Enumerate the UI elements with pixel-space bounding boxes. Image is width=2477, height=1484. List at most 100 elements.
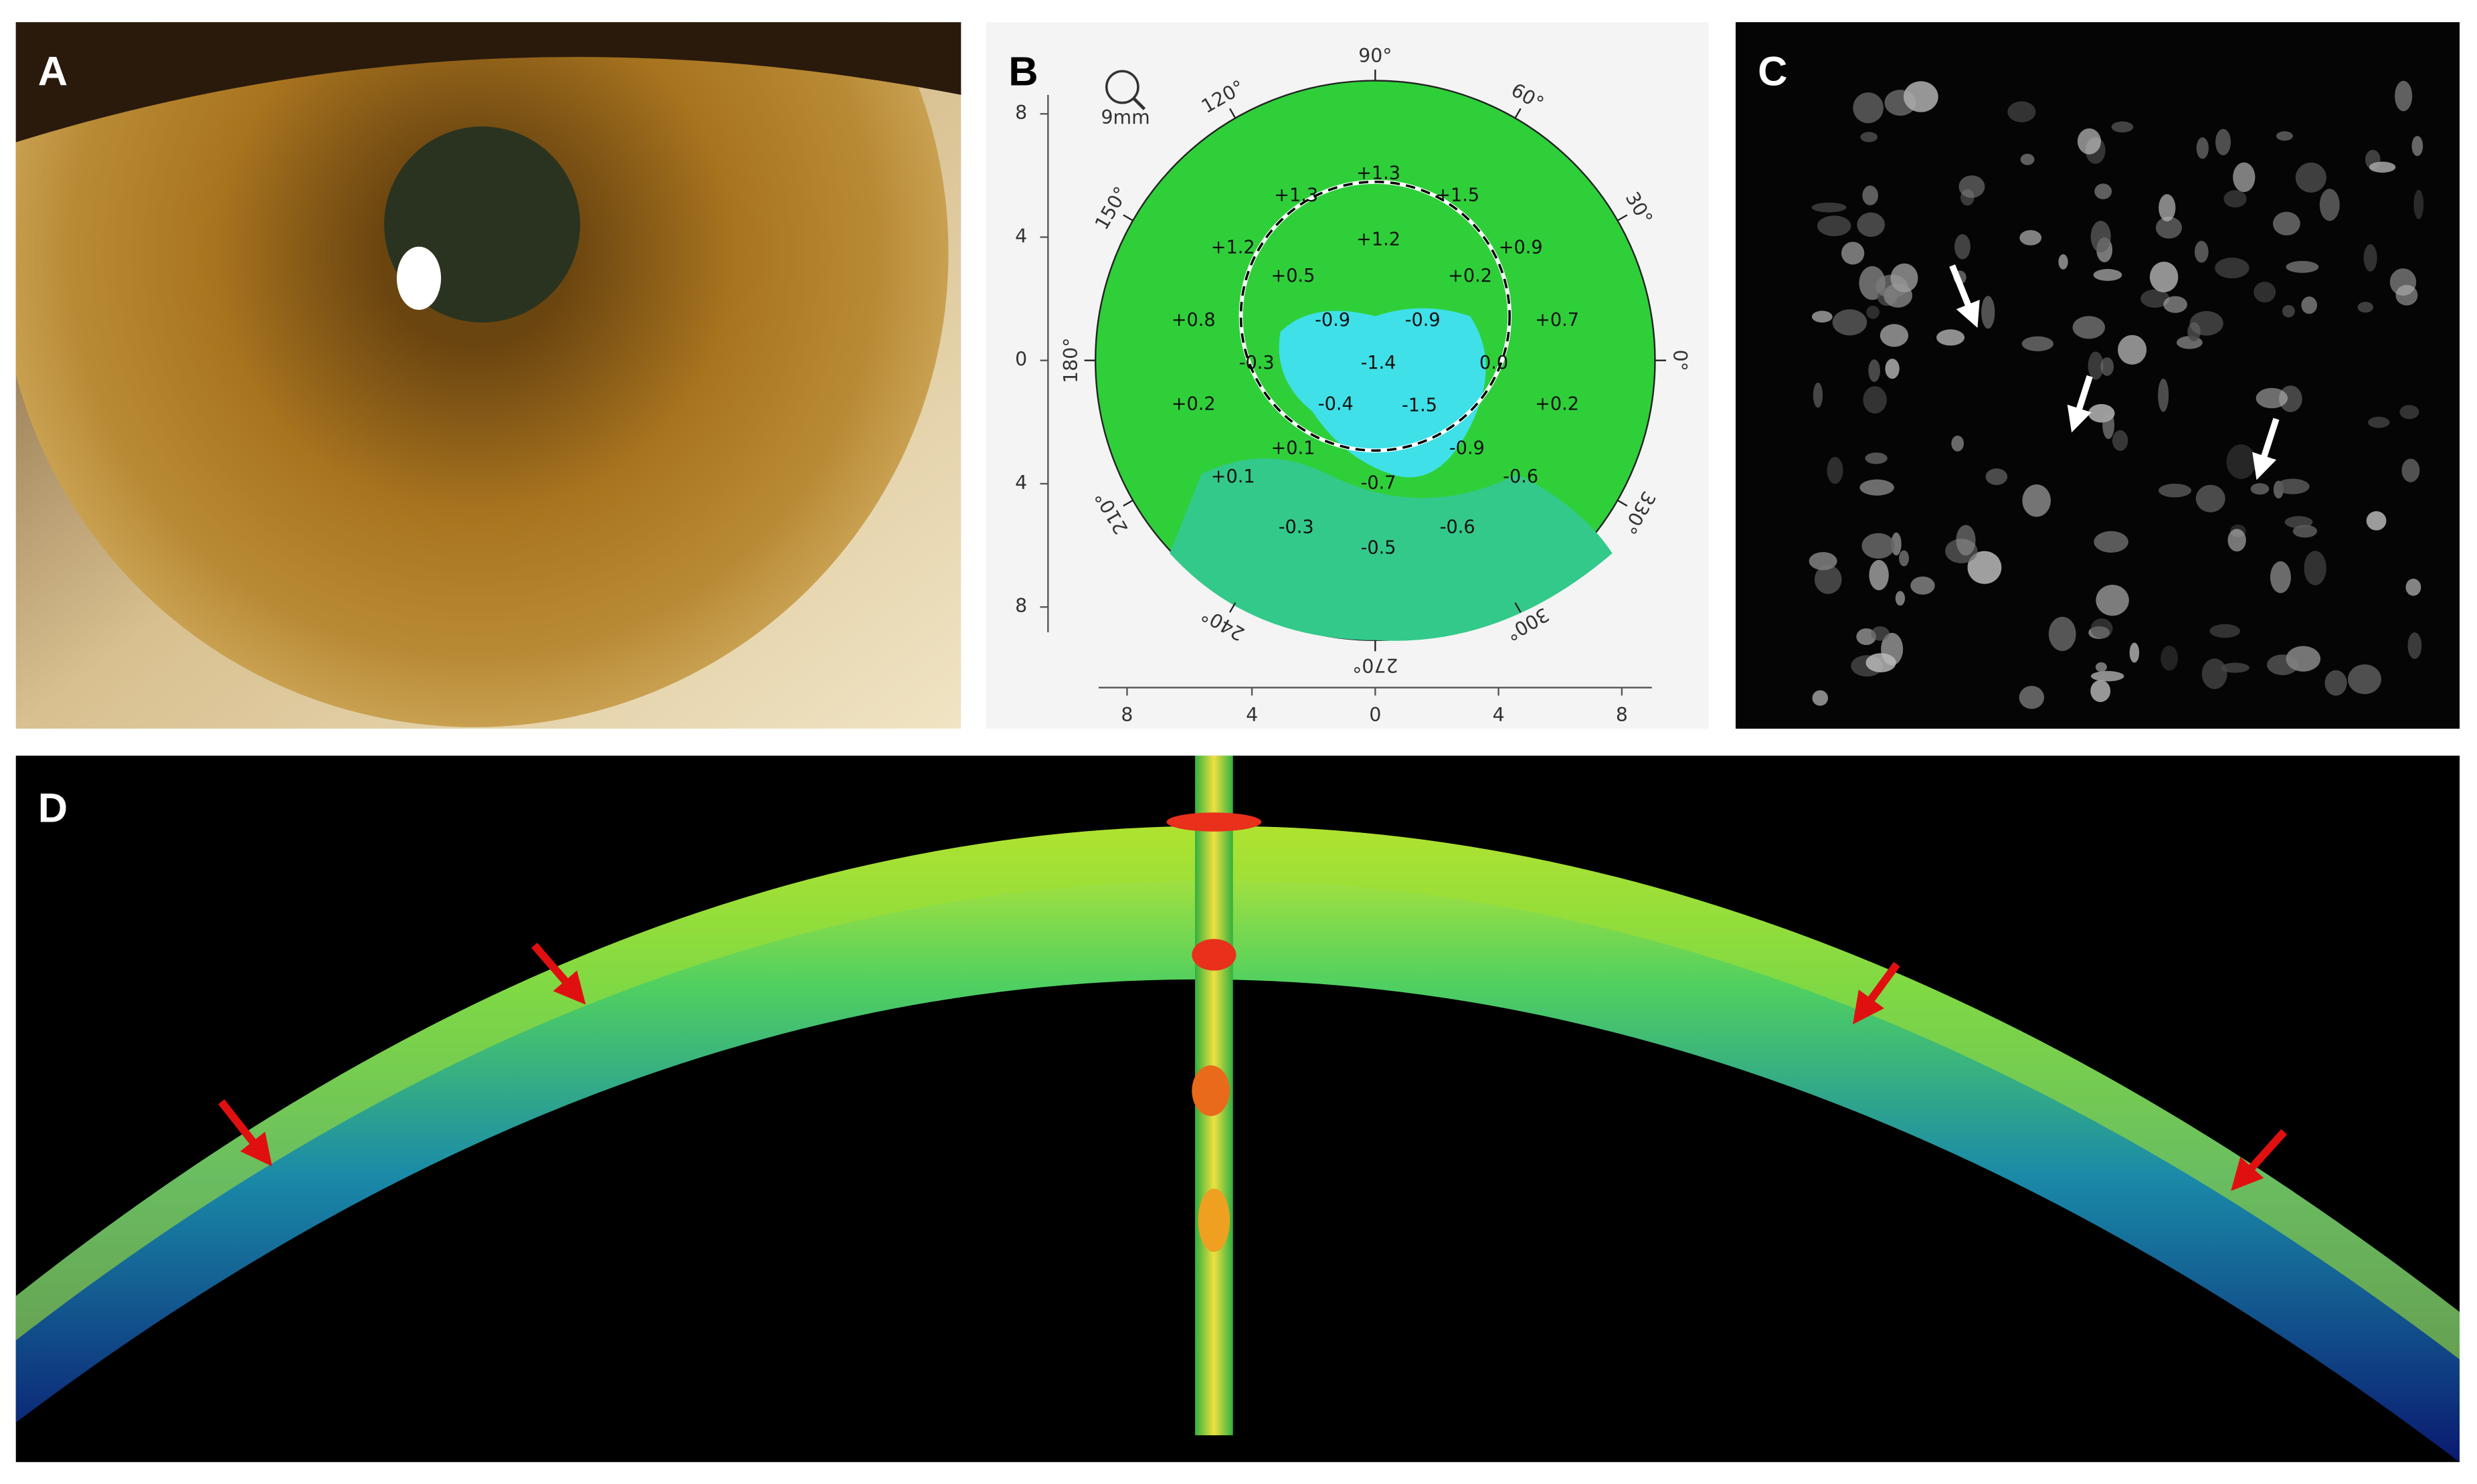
cell <box>2091 670 2124 682</box>
y-tick-label: 8 <box>1015 595 1027 617</box>
cell <box>2158 483 2191 498</box>
cell <box>2395 80 2413 112</box>
cell <box>1985 468 2008 485</box>
cell <box>1951 436 1964 452</box>
zone-circle <box>1239 180 1511 452</box>
arrow <box>2252 418 2280 480</box>
map-value: -0.9 <box>1449 438 1485 458</box>
cell <box>2256 387 2288 409</box>
cell <box>2102 411 2115 440</box>
epithelium <box>15 826 2460 1360</box>
cell <box>1863 386 1887 414</box>
cell <box>2048 616 2076 652</box>
y-tick-label: 0 <box>1015 349 1027 371</box>
arrow <box>531 942 586 1005</box>
cell <box>1841 242 1865 265</box>
map-value: -0.3 <box>1279 517 1314 538</box>
tick-mark <box>1617 499 1628 507</box>
tick-mark <box>1123 214 1133 221</box>
cell <box>2411 136 2423 157</box>
cell <box>2273 211 2300 236</box>
tick-mark <box>1123 499 1133 507</box>
cell <box>1865 452 1888 464</box>
cell <box>2399 405 2419 420</box>
map-value: +0.1 <box>1211 466 1255 487</box>
map-value: +0.5 <box>1271 266 1315 286</box>
cell <box>2389 268 2417 296</box>
cell <box>1956 525 1976 556</box>
cell <box>2348 664 2381 694</box>
cell <box>2189 310 2223 336</box>
cell <box>2357 302 2373 313</box>
cell <box>1954 234 1970 260</box>
tick-mark <box>1617 214 1628 221</box>
cell <box>1811 202 1847 213</box>
tick-mark <box>1228 602 1236 613</box>
x-tick-label: 4 <box>1246 704 1258 726</box>
cell <box>1859 479 1894 496</box>
map-value: -0.3 <box>1239 353 1275 373</box>
cell <box>2007 101 2036 122</box>
cell <box>1981 296 1995 329</box>
map-value: -0.6 <box>1503 466 1538 487</box>
cell <box>1814 565 1842 594</box>
map-value: +1.3 <box>1274 185 1318 206</box>
cell <box>2093 269 2122 281</box>
cell <box>1832 309 1867 336</box>
cell <box>1862 185 1879 205</box>
reflex-spot <box>1192 939 1236 971</box>
cell <box>2155 216 2183 239</box>
eyelashes <box>15 22 961 143</box>
cell <box>2158 378 2169 412</box>
cell <box>2254 282 2276 303</box>
y-tick-label: 4 <box>1015 472 1027 494</box>
cell <box>1860 132 1878 143</box>
cell <box>2020 153 2035 165</box>
cell <box>1967 551 2002 584</box>
cell <box>1910 576 1935 595</box>
cell <box>2223 190 2247 208</box>
cell <box>1813 382 1823 408</box>
cell <box>2282 304 2295 318</box>
cell <box>2270 561 2291 593</box>
arrow <box>1853 961 1900 1025</box>
cell <box>2194 240 2209 263</box>
cell <box>2215 258 2250 279</box>
cell <box>2090 220 2111 253</box>
map-value: +0.8 <box>1172 310 1216 331</box>
map-value: +0.9 <box>1499 237 1543 258</box>
cell <box>2196 137 2209 159</box>
cell <box>2094 531 2128 553</box>
cell <box>2250 483 2270 495</box>
cell <box>2094 183 2112 199</box>
cell <box>2319 189 2340 221</box>
angle-label: 90° <box>1358 45 1392 67</box>
map-value: -1.5 <box>1402 395 1437 416</box>
cell <box>2284 516 2313 529</box>
cell <box>2286 260 2319 273</box>
x-tick-label: 0 <box>1369 704 1381 726</box>
x-tick-label: 8 <box>1616 704 1628 726</box>
cell <box>2267 654 2298 676</box>
panel-label: A <box>38 49 68 95</box>
map-value: +1.2 <box>1211 237 1255 258</box>
map-value: +0.7 <box>1535 310 1579 331</box>
reflex-spot <box>1198 1188 1230 1253</box>
map-value: -0.7 <box>1361 472 1396 493</box>
reflection <box>396 246 442 310</box>
cell <box>2221 662 2250 673</box>
map-value: +0.2 <box>1448 266 1492 286</box>
magnifier-icon <box>1132 96 1146 110</box>
map-value: -0.4 <box>1318 393 1354 414</box>
cell <box>1817 215 1851 237</box>
arrow <box>2067 375 2093 433</box>
panel-d <box>15 755 2460 1463</box>
map-value: +1.3 <box>1356 163 1400 183</box>
cell <box>1811 310 1833 323</box>
cell <box>1827 456 1843 484</box>
cell <box>1865 653 1896 672</box>
cell <box>2019 229 2042 246</box>
cell <box>2111 121 2134 133</box>
cell <box>2201 658 2227 689</box>
magnifier-icon <box>1105 70 1139 104</box>
